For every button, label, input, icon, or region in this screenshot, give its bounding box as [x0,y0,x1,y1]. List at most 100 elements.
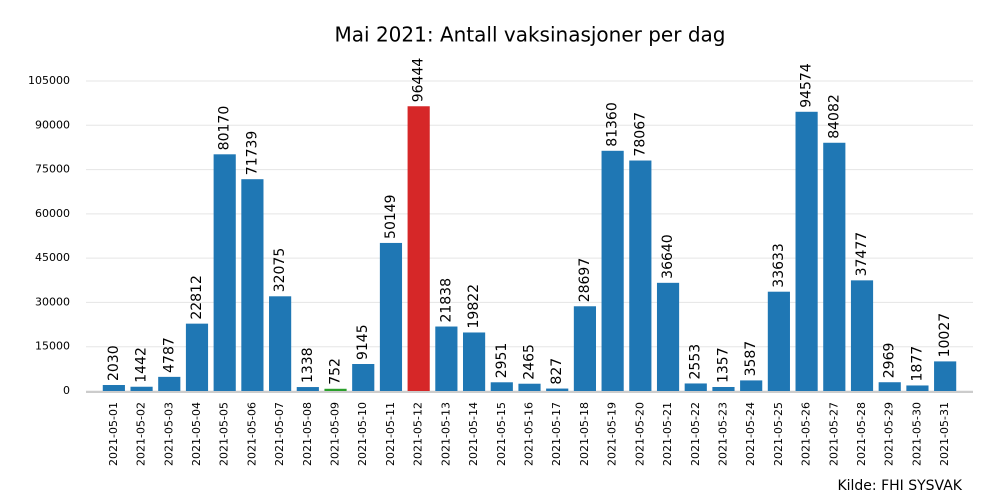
value-label: 3587 [743,341,759,377]
value-label: 1338 [300,347,316,383]
x-tick-label: 2021-05-21 [661,402,674,466]
bar [352,364,375,391]
x-tick-label: 2021-05-20 [633,402,646,466]
bar [462,332,486,391]
bar [629,160,652,391]
value-label: 22812 [189,275,205,320]
bar [518,383,541,391]
y-tick-label: 30000 [35,295,70,308]
x-tick-label: 2021-05-24 [744,402,757,466]
value-label: 10027 [937,313,953,358]
bar [158,376,181,391]
x-tick-label: 2021-05-03 [162,402,175,466]
bar [573,306,597,391]
bar [269,296,292,391]
value-label: 21838 [438,278,454,323]
bar [130,386,153,391]
x-tick-label: 2021-05-23 [716,402,729,466]
bar [490,382,513,391]
bar [407,106,430,392]
x-tick-label: 2021-05-26 [800,402,813,466]
bar [185,323,209,391]
bar [213,154,236,391]
source-note: Kilde: FHI SYSVAK [837,478,962,494]
x-tick-label: 2021-05-25 [772,402,785,466]
chart-title: Mai 2021: Antall vaksinasjoner per dag [335,23,726,47]
y-tick-label: 105000 [28,74,70,87]
value-label: 827 [549,358,565,385]
y-tick-label: 75000 [35,163,70,176]
bar [767,291,790,391]
value-label: 84082 [826,94,842,139]
x-tick-label: 2021-05-31 [938,402,951,466]
value-label: 752 [328,358,344,385]
value-label: 36640 [660,234,676,279]
x-tick-label: 2021-05-17 [550,402,563,466]
value-label: 2951 [494,343,510,379]
bar [601,150,624,391]
bar [296,387,319,391]
bar [324,388,347,391]
bar [878,382,901,391]
y-tick-label: 0 [63,384,70,397]
bar [823,142,846,391]
x-tick-label: 2021-05-22 [689,402,702,466]
value-label: 1877 [909,346,925,382]
x-tick-label: 2021-05-28 [855,402,868,466]
bar [906,385,929,391]
bar [546,388,569,391]
x-tick-label: 2021-05-09 [329,402,342,466]
y-tick-label: 60000 [35,207,70,220]
bar [684,383,707,391]
bar [379,242,403,391]
y-tick-label: 15000 [35,340,70,353]
x-tick-label: 2021-05-07 [273,402,286,466]
x-tick-label: 2021-05-06 [245,402,258,466]
x-tick-label: 2021-05-05 [218,402,231,466]
x-tick-label: 2021-05-16 [523,402,536,466]
y-tick-label: 90000 [35,118,70,131]
value-label: 33633 [771,243,787,288]
x-tick-label: 2021-05-12 [412,402,425,466]
value-label: 81360 [605,102,621,147]
value-label: 37477 [854,232,870,277]
bar [740,380,763,391]
value-label: 28697 [577,258,593,303]
x-tick-label: 2021-05-04 [190,402,203,466]
value-label: 71739 [244,131,260,176]
x-tick-label: 2021-05-08 [301,402,314,466]
x-tick-label: 2021-05-02 [135,402,148,466]
x-tick-label: 2021-05-15 [495,402,508,466]
x-tick-label: 2021-05-13 [439,402,452,466]
value-label: 2969 [882,343,898,379]
x-tick-label: 2021-05-27 [827,402,840,466]
bar [435,326,458,391]
x-tick-label: 2021-05-18 [578,402,591,466]
value-label: 4787 [161,337,177,373]
value-label: 80170 [217,106,233,151]
value-label: 2465 [522,344,538,380]
value-label: 1357 [715,347,731,383]
x-tick-label: 2021-05-19 [606,402,619,466]
value-label: 2553 [688,344,704,380]
value-label: 32075 [272,248,288,293]
value-label: 96444 [411,58,427,103]
value-label: 19822 [466,284,482,329]
value-label: 78067 [632,112,648,157]
x-tick-label: 2021-05-10 [356,402,369,466]
x-tick-label: 2021-05-01 [107,402,120,466]
bar [656,282,680,391]
bar [712,386,735,391]
value-label: 2030 [106,345,122,381]
y-tick-label: 45000 [35,251,70,264]
bar [795,111,818,391]
value-label: 9145 [355,324,371,360]
value-label: 50149 [383,194,399,239]
value-label: 1442 [134,347,150,383]
bar [934,361,957,391]
x-tick-label: 2021-05-11 [384,402,397,466]
bar [850,280,874,391]
x-tick-label: 2021-05-30 [910,402,923,466]
bar [102,385,125,391]
